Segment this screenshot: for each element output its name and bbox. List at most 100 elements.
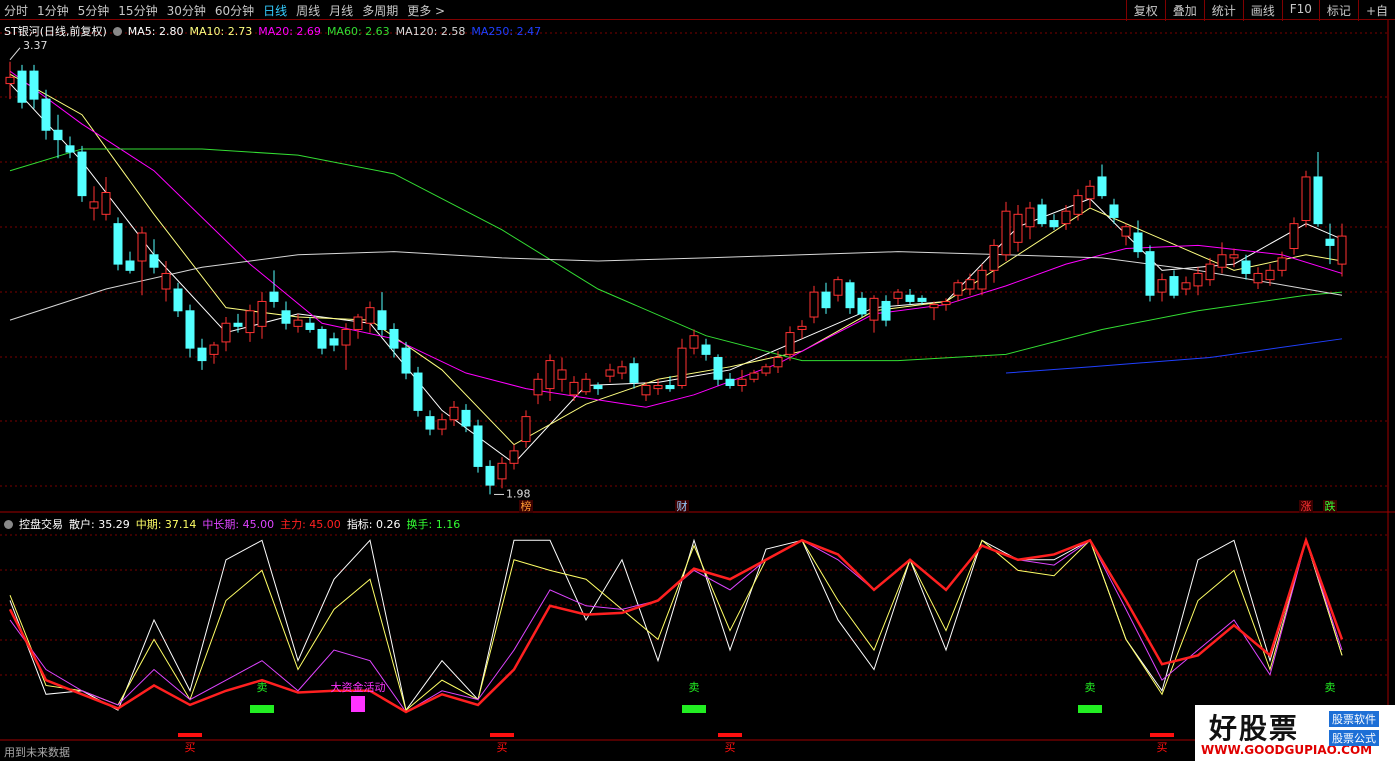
ma-line [9,83,1343,464]
candle-body [857,297,867,315]
candle-body [425,416,435,430]
tool-button[interactable]: 叠加 [1164,0,1204,21]
settings-icon[interactable] [4,519,13,529]
candle-body [1025,207,1035,228]
signal-bar [490,733,514,737]
candle-body [113,223,123,265]
tool-button[interactable]: 复权 [1125,0,1165,21]
indicator-title: 控盘交易 [19,518,63,531]
legend-entry: MA20: 2.69 [258,24,321,38]
legend-entry: 主力: 45.00 [280,518,341,531]
event-tag-bg [1299,500,1313,513]
event-tag-bg [519,500,533,513]
period-tab[interactable]: 60分钟 [214,4,255,18]
candle-body [953,282,963,296]
watermark-tag: 股票软件 [1329,711,1379,727]
indicator-line [9,538,1343,713]
candle-body [1277,257,1287,271]
candle-body [305,322,315,330]
candle-body [1133,232,1143,253]
candle-body [161,272,171,290]
candle-body [5,76,15,85]
candle-body [905,294,915,302]
candle-body [497,462,507,480]
candle-body [17,70,27,103]
signal-label: 卖 [257,681,268,694]
legend-entry: MA60: 2.63 [326,24,390,38]
candle-body [245,310,255,334]
tool-button[interactable]: 统计 [1203,0,1243,21]
candle-body [677,347,687,386]
period-tab[interactable]: 月线 [329,4,354,18]
candle-body [785,332,795,355]
candle-body [1001,210,1011,256]
candle-body [1253,272,1263,284]
ma-line [9,73,1343,446]
candle-body [1121,226,1131,237]
period-tab[interactable]: 周线 [296,4,321,18]
candle-body [1073,195,1083,215]
candle-body [1013,213,1023,243]
period-tab[interactable]: 日线 [263,4,288,18]
main-header: ST银河(日线,前复权) MA5: 2.80 MA10: 2.73 MA20: 2.… [4,23,541,39]
period-tab[interactable]: 1分钟 [37,4,69,18]
candle-body [1193,272,1203,287]
settings-icon[interactable] [112,26,122,36]
candle-body [521,416,531,443]
period-tab[interactable]: 多周期 [362,4,399,18]
candle-body [221,322,231,343]
legend-entry: 散户: 35.29 [69,518,130,531]
candle-body [317,328,327,349]
candle-body [545,360,555,390]
candle-body [965,279,975,290]
extreme-pointer [9,47,21,61]
indicator-line [9,538,1343,712]
event-tag: 涨 [1301,500,1312,513]
candle-body [977,269,987,290]
candle-body [725,378,735,386]
ma-line [9,70,1343,408]
candle-body [41,98,51,131]
candle-body [29,70,39,100]
candle-body [293,319,303,327]
signal-bar [718,733,742,737]
candle-body [1157,279,1167,293]
candle-body [137,232,147,262]
period-tab[interactable]: 更多 > [407,4,446,18]
watermark-logo: 好股票 [1209,712,1300,745]
candle-body [377,310,387,330]
candle-body [989,244,999,271]
tool-button[interactable]: 画线 [1242,0,1282,21]
candle-body [449,406,459,421]
period-tab[interactable]: 30分钟 [166,4,206,18]
candle-body [365,307,375,324]
signal-box [250,705,274,713]
event-tag-bg [1323,500,1337,513]
candle-body [881,300,891,321]
period-tab[interactable]: 5分钟 [77,4,110,18]
period-tab[interactable]: 15分钟 [118,4,158,18]
candle-body [617,366,627,374]
watermark-tags: 股票软件 股票公式 [1329,711,1379,746]
signal-label: 买 [497,741,508,754]
tool-button[interactable]: +自 [1357,0,1395,21]
event-tag-bg [675,500,689,513]
tool-button[interactable]: 标记 [1318,0,1358,21]
event-tag: 财 [677,499,688,513]
indicator-line [8,536,1344,714]
candle-body [65,145,75,153]
candle-body [1169,276,1179,296]
period-tab[interactable]: 分时 [4,4,29,18]
extreme-label: 1.98 [506,487,531,500]
candle-body [149,254,159,268]
tool-buttons: 复权 叠加 统计 画线 F10 标记 +自 [1125,0,1395,21]
legend-entry: 指标: 0.26 [346,518,401,531]
candle-body [1313,176,1323,225]
candle-body [821,291,831,309]
candle-body [413,372,423,411]
extreme-label: 3.37 [23,39,48,52]
candle-body [845,282,855,309]
tool-button[interactable]: F10 [1281,0,1319,21]
